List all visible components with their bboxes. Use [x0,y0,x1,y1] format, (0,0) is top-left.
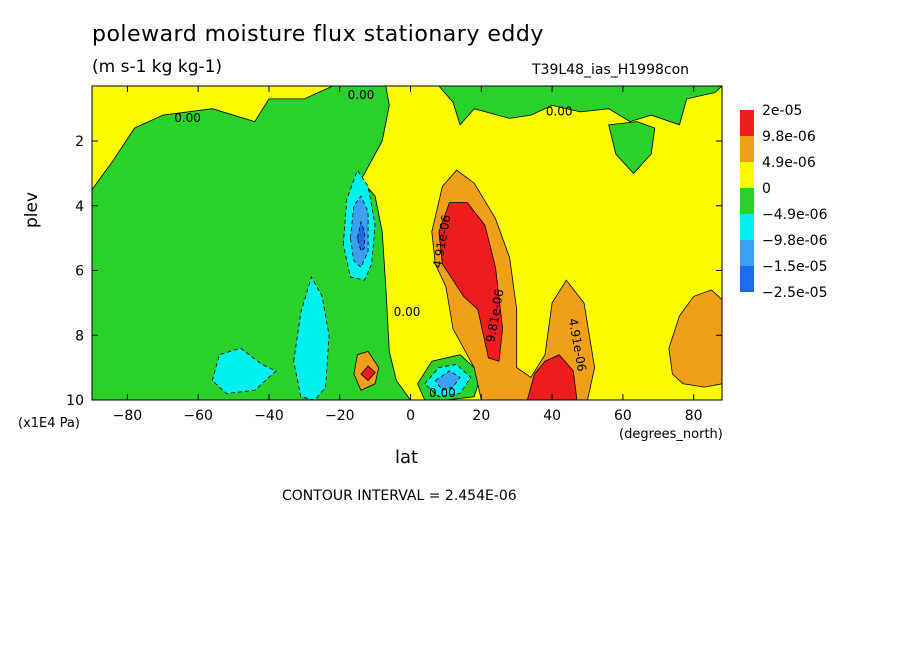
legend-swatch [740,240,754,266]
contour-region-negative [608,121,656,174]
chart-units: (m s-1 kg kg-1) [92,57,223,77]
y-tick-label: 4 [75,199,84,215]
contour-region-positive [668,289,722,388]
x-tick-label: 60 [614,408,632,424]
contour-region-negative [92,86,411,400]
x-tick-label: −60 [183,408,213,424]
x-tick-label: −40 [254,408,284,424]
color-legend: 2e-05 9.8e-06 4.9e-06 0 −4.9e-06 −9.8e-06 −1.5… [740,103,828,301]
legend-swatch [740,110,754,136]
contour-label: 0.00 [429,386,456,400]
contour-region-positive [360,365,376,382]
contour-fills [92,86,722,400]
legend-level-label: −4.9e-06 [762,207,828,223]
x-axis-label: lat [395,447,419,468]
x-axis-units: (degrees_north) [619,427,723,442]
legend-swatch [740,214,754,240]
x-tick-label: 80 [685,408,703,424]
legend-level-label: 4.9e-06 [762,155,816,171]
legend-swatch [740,266,754,292]
contour-interval-note: CONTOUR INTERVAL = 2.454E-06 [282,488,517,504]
y-tick-label: 6 [75,264,84,280]
x-tick-label: 40 [543,408,561,424]
y-axis-units: (x1E4 Pa) [18,416,80,431]
y-tick-label: 8 [75,328,84,344]
legend-swatch [740,188,754,214]
contour-region-positive [438,202,504,362]
contour-region-negative [438,86,722,126]
y-tick-label: 2 [75,134,84,150]
legend-level-label: −1.5e-05 [762,259,827,275]
legend-level-label: 2e-05 [762,103,802,119]
contour-region-negative [293,275,330,400]
contour-label: 0.00 [394,305,421,319]
contour-region-negative [434,370,461,391]
chart-title: poleward moisture flux stationary eddy [92,22,544,47]
plot-frame [91,85,723,401]
y-tick-label: 10 [66,393,84,409]
contour-region-negative [211,347,277,394]
run-label: T39L48_ias_H1998con [532,62,690,78]
contour-region-positive [526,354,578,400]
contour-label: 0.00 [174,111,201,125]
legend-swatch [740,136,754,162]
legend-level-label: 9.8e-06 [762,129,816,145]
x-tick-label: 0 [406,408,415,424]
legend-level-label: −9.8e-06 [762,233,828,249]
contour-label: 0.00 [546,104,573,118]
legend-level-label: −2.5e-05 [762,285,827,301]
contour-region-negative [356,220,365,252]
x-tick-label: 20 [472,408,490,424]
legend-swatch [740,162,754,188]
contour-label: 0.00 [348,88,375,102]
x-tick-label: −80 [113,408,143,424]
axes: −80 −60 −40 −20 0 20 40 60 80 2 4 6 8 10 [66,86,722,424]
legend-level-label: 0 [762,181,771,197]
x-tick-label: −20 [325,408,355,424]
